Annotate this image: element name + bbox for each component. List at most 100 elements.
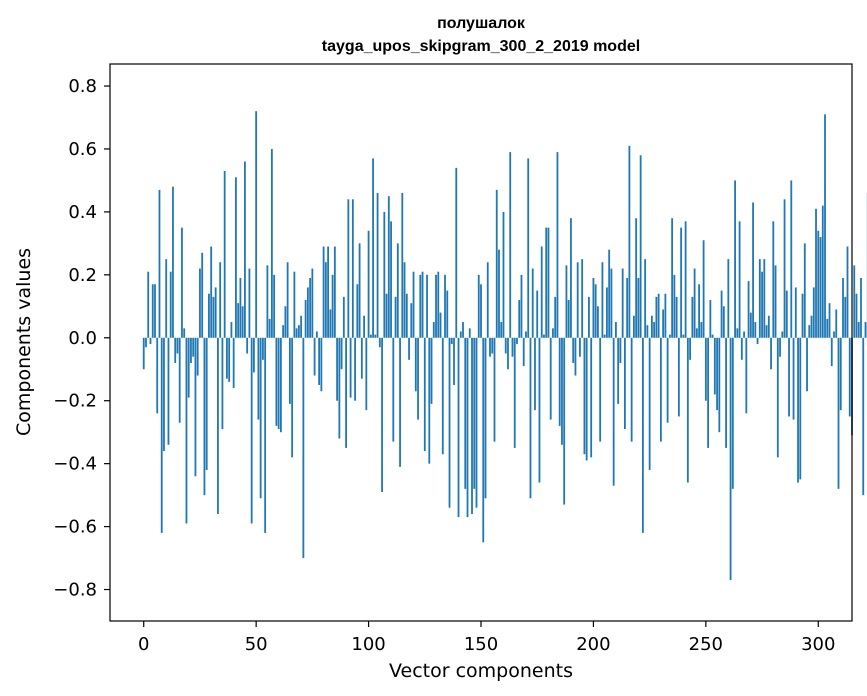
bar-230	[659, 337, 662, 442]
bar-75	[311, 268, 314, 338]
bar-145	[468, 328, 471, 338]
bar-238	[677, 337, 680, 417]
bar-313	[846, 246, 849, 338]
bar-263	[734, 180, 736, 338]
bar-213	[621, 268, 624, 338]
bar-207	[608, 249, 611, 338]
bar-18	[183, 328, 186, 338]
bar-103	[374, 334, 377, 338]
bar-76	[313, 337, 316, 376]
bar-200	[592, 277, 595, 338]
bar-83	[329, 309, 332, 338]
bar-216	[628, 145, 631, 338]
y-tick-label: 0.2	[68, 265, 97, 286]
bar-256	[718, 337, 721, 433]
bar-272	[754, 322, 757, 338]
bar-104	[376, 193, 379, 338]
bar-171	[527, 158, 530, 338]
bar-40	[232, 337, 235, 389]
bar-68	[295, 328, 298, 338]
x-tick-label: 150	[464, 634, 498, 655]
bar-34	[219, 262, 222, 338]
bar-183	[554, 296, 557, 338]
bar-303	[824, 114, 826, 338]
bar-51	[257, 337, 260, 420]
bar-102	[372, 158, 374, 338]
bar-244	[691, 296, 694, 338]
bar-292	[799, 337, 802, 480]
bar-31	[212, 296, 215, 338]
bar-242	[686, 337, 689, 483]
bar-243	[689, 337, 692, 360]
bar-298	[812, 287, 815, 338]
bar-115	[401, 193, 404, 338]
bar-226	[650, 315, 653, 338]
bar-224	[646, 325, 649, 338]
bar-99	[365, 337, 368, 411]
bar-311	[842, 277, 844, 338]
bar-63	[284, 306, 287, 338]
bar-279	[770, 337, 772, 370]
bar-290	[794, 287, 797, 338]
bar-182	[552, 328, 554, 338]
bar-137	[450, 337, 453, 345]
bar-209	[612, 337, 615, 486]
bar-124	[421, 271, 424, 338]
bar-280	[772, 221, 775, 338]
bar-140	[457, 337, 460, 518]
bar-314	[848, 337, 851, 417]
bar-287	[788, 337, 790, 417]
bar-127	[428, 337, 431, 464]
bar-11	[167, 337, 170, 445]
bar-194	[579, 337, 581, 357]
bar-293	[801, 293, 804, 338]
bar-262	[731, 337, 734, 489]
y-tick-label: −0.2	[53, 391, 97, 412]
bar-57	[270, 148, 273, 338]
bar-218	[633, 315, 635, 338]
bar-130	[435, 274, 437, 338]
bar-268	[745, 337, 748, 414]
bar-282	[776, 337, 779, 458]
bar-122	[417, 337, 419, 420]
y-tick-label: −0.4	[53, 454, 97, 475]
y-tick-label: −0.8	[53, 580, 97, 601]
bar-157	[495, 189, 498, 338]
y-tick-label: 0.6	[68, 139, 97, 160]
bar-43	[239, 277, 242, 338]
bar-114	[399, 337, 401, 467]
bar-191	[572, 337, 575, 363]
bar-196	[583, 337, 586, 455]
bar-159	[500, 322, 503, 338]
bar-172	[529, 337, 532, 499]
bar-4	[151, 284, 154, 338]
bar-108	[385, 293, 388, 338]
bar-278	[767, 315, 770, 338]
bar-289	[792, 337, 795, 420]
bar-81	[324, 262, 327, 338]
bar-173	[531, 268, 534, 338]
bar-61	[279, 337, 282, 433]
bar-33	[217, 337, 219, 515]
bar-74	[309, 277, 312, 338]
bar-46	[246, 337, 249, 354]
bar-87	[338, 337, 341, 439]
y-tick-label: 0.8	[68, 76, 97, 97]
bar-184	[556, 152, 559, 338]
bar-3	[149, 337, 152, 345]
bar-175	[536, 290, 539, 338]
bar-89	[342, 296, 345, 338]
bar-258	[722, 306, 725, 338]
bar-136	[448, 337, 451, 508]
bar-301	[819, 237, 822, 338]
x-tick-label: 300	[801, 634, 835, 655]
bar-166	[516, 337, 518, 345]
bar-82	[327, 246, 329, 338]
bar-240	[682, 334, 685, 338]
bar-316	[853, 265, 856, 338]
bar-100	[367, 230, 370, 338]
bar-286	[785, 290, 788, 338]
bar-276	[763, 259, 766, 338]
x-axis-ticks: 0 50 100 150 200 250 300	[138, 621, 835, 655]
bar-153	[486, 262, 489, 338]
